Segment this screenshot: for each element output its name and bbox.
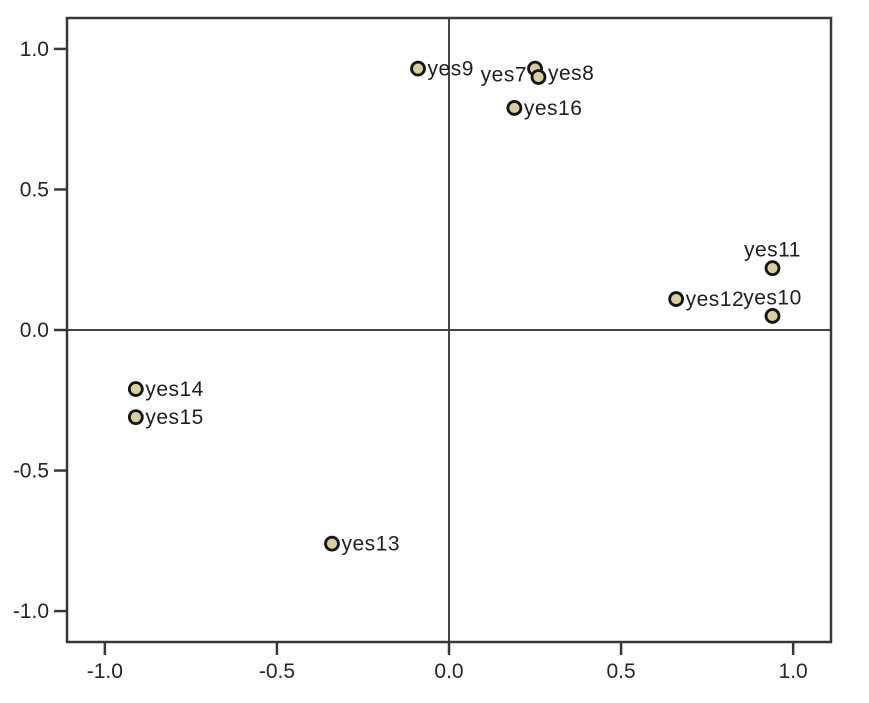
x-axis-tick-label: 0.0 <box>434 660 463 683</box>
x-axis-tick-label: -0.5 <box>259 660 295 683</box>
y-axis-tick-label: 0.5 <box>20 178 49 201</box>
data-point-label: yes16 <box>524 97 583 120</box>
data-point-label: yes9 <box>428 58 474 81</box>
data-point <box>764 308 781 324</box>
data-point <box>324 535 340 552</box>
data-point-label: yes14 <box>145 378 204 401</box>
data-point <box>127 409 144 426</box>
data-point-label: yes8 <box>548 62 594 85</box>
data-point-label: yes12 <box>686 288 745 311</box>
y-axis-tick-label: -0.5 <box>13 460 49 483</box>
data-point-label: yes13 <box>341 533 400 556</box>
x-axis-tick-label: 1.0 <box>779 660 808 683</box>
data-point <box>127 381 144 397</box>
x-axis-tick-label: -1.0 <box>87 660 123 683</box>
data-point-label: yes10 <box>743 286 802 309</box>
data-point-label: yes15 <box>145 406 204 429</box>
data-point <box>530 69 547 85</box>
x-axis-tick-label: 0.5 <box>606 660 635 683</box>
data-point <box>668 291 685 307</box>
data-point-label: yes7 <box>481 64 527 87</box>
data-point-label: yes11 <box>744 239 801 262</box>
data-point <box>410 60 426 77</box>
y-axis-tick-label: 1.0 <box>20 38 49 61</box>
data-point <box>764 260 781 277</box>
data-point <box>506 100 523 116</box>
y-axis-tick-label: 0.0 <box>20 319 49 342</box>
y-axis-tick-label: -1.0 <box>13 600 49 623</box>
